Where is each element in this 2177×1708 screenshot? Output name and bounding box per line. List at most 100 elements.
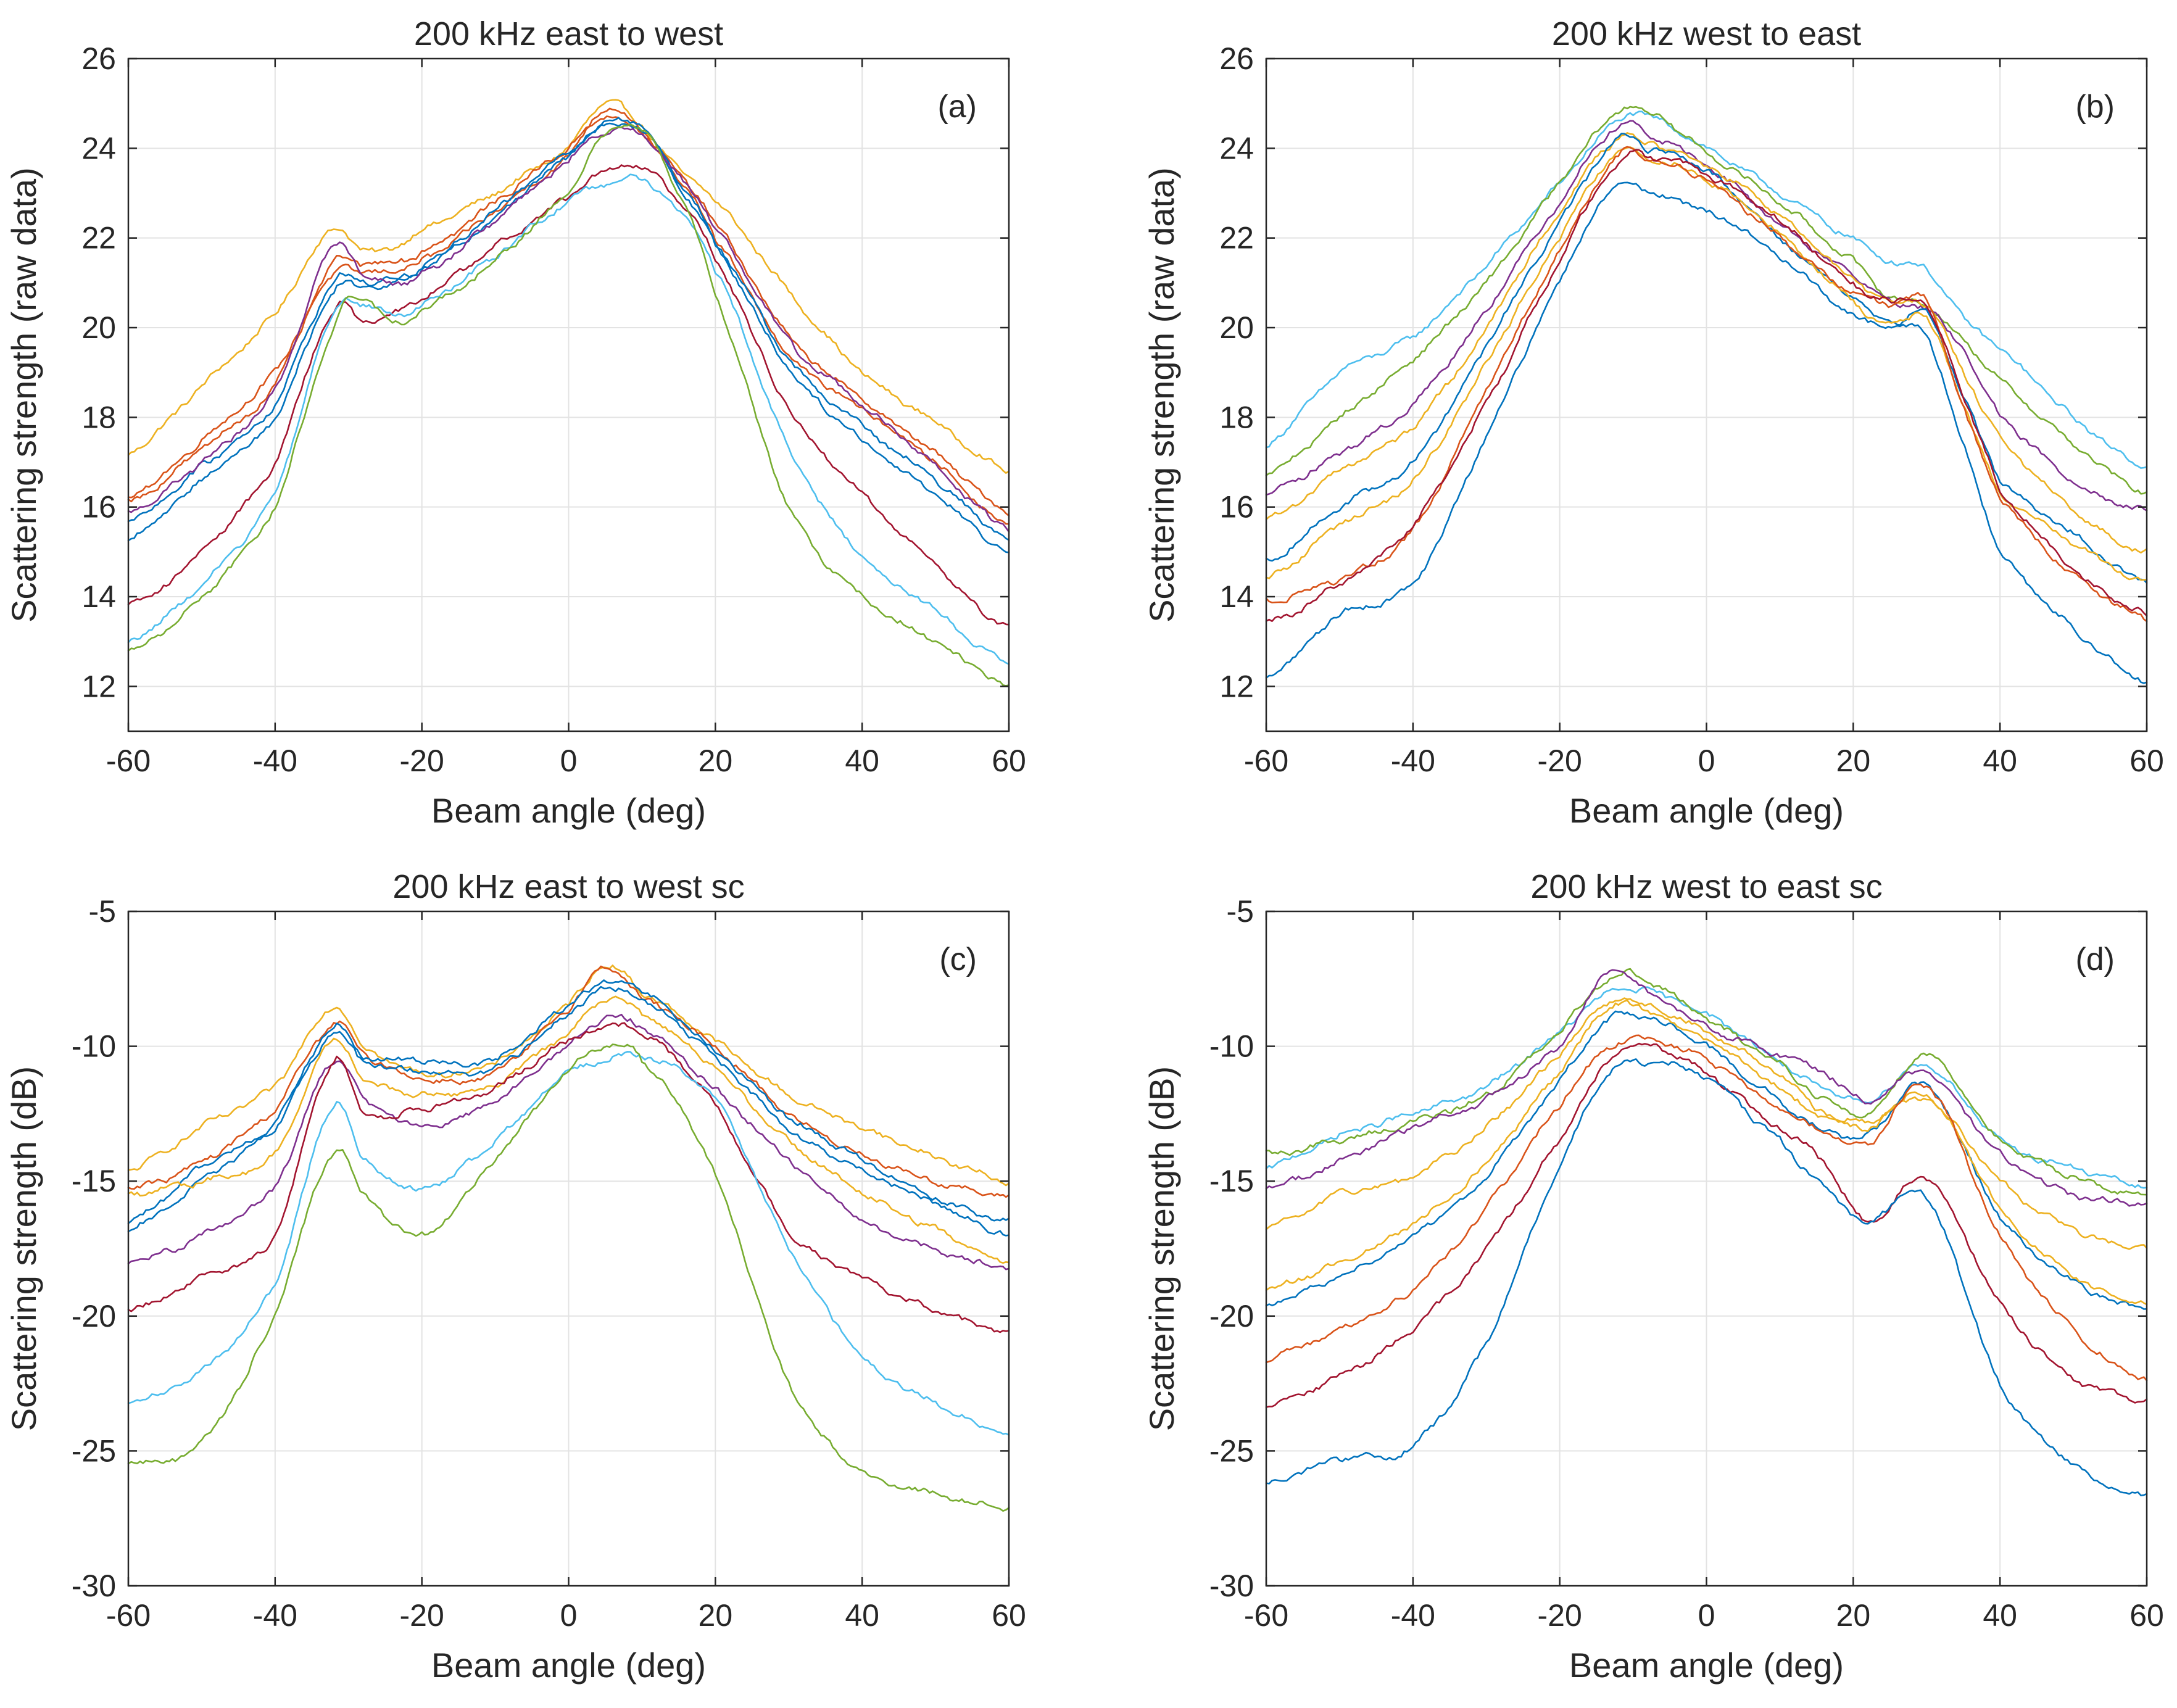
panel-label: (b) (2075, 89, 2115, 125)
x-tick-label: 60 (992, 1598, 1026, 1633)
y-tick-label: -5 (1227, 894, 1254, 929)
x-tick-label: 20 (699, 1598, 733, 1633)
series-line-s4 (1265, 132, 2148, 553)
series-line-s2 (1265, 106, 2148, 495)
x-tick-label: 60 (2129, 744, 2164, 778)
y-tick-label: 22 (81, 221, 116, 255)
x-tick-label: 40 (845, 1598, 879, 1633)
y-tick-label: 12 (1219, 669, 1254, 703)
series-line-s5 (127, 995, 1010, 1264)
y-tick-label: 24 (1219, 131, 1254, 165)
y-tick-label: 20 (81, 310, 116, 345)
series-line-s6 (127, 1013, 1010, 1271)
y-tick-label: -10 (72, 1029, 116, 1064)
x-tick-label: 20 (1836, 744, 1871, 778)
series-line-s1 (1265, 110, 2148, 469)
chart-title: 200 kHz east to west sc (392, 868, 744, 905)
series-line-s2 (1265, 968, 2148, 1196)
x-tick-label: 20 (1836, 1598, 1871, 1633)
series-line-s4 (127, 117, 1010, 553)
x-tick-label: -60 (1244, 744, 1288, 778)
y-axis-label: Scattering strength (dB) (4, 1066, 43, 1431)
y-tick-label: 24 (81, 131, 116, 165)
series-line-s4 (1265, 997, 2148, 1250)
x-tick-label: 0 (560, 744, 578, 778)
y-tick-label: 14 (81, 579, 116, 614)
y-tick-label: -25 (1209, 1433, 1254, 1468)
x-tick-label: -20 (1538, 1598, 1582, 1633)
series-line-s5 (1265, 1010, 2148, 1310)
y-tick-label: 12 (81, 669, 116, 703)
x-axis-label: Beam angle (deg) (1569, 1646, 1844, 1685)
x-tick-label: -40 (253, 1598, 297, 1633)
y-tick-label: -15 (72, 1164, 116, 1198)
series-line-s7 (127, 164, 1010, 626)
x-tick-label: 0 (1698, 744, 1715, 778)
y-tick-label: -5 (89, 894, 116, 929)
x-tick-label: -20 (400, 1598, 444, 1633)
series-line-s9 (1265, 1058, 2148, 1496)
series-line-s6 (1265, 999, 2148, 1306)
x-tick-label: -20 (400, 744, 444, 778)
x-tick-label: 40 (1983, 744, 2017, 778)
x-tick-label: 60 (2129, 1598, 2164, 1633)
y-tick-label: 18 (1219, 400, 1254, 434)
x-tick-label: -60 (106, 744, 151, 778)
series-line-s5 (1265, 133, 2148, 584)
x-axis-label: Beam angle (deg) (431, 791, 706, 830)
chart-title: 200 kHz west to east (1552, 15, 1861, 52)
y-tick-label: -30 (1209, 1569, 1254, 1603)
y-axis-label: Scattering strength (raw data) (1142, 167, 1181, 623)
y-tick-label: 18 (81, 400, 116, 434)
series-line-s9 (127, 123, 1010, 687)
x-tick-label: 40 (1983, 1598, 2017, 1633)
x-tick-label: 0 (1698, 1598, 1715, 1633)
x-tick-label: -40 (1391, 1598, 1435, 1633)
x-tick-label: 20 (699, 744, 733, 778)
x-tick-label: 60 (992, 744, 1026, 778)
panel-c: -60 -40 -20 0 20 40 60 -30 -25 -20 -15 -10 -5 200 kHz… (4, 868, 1026, 1685)
series-line-s6 (127, 126, 1010, 533)
series-line-s3 (127, 979, 1010, 1224)
series-line-s5 (127, 122, 1010, 542)
panel-label: (c) (939, 942, 977, 977)
series-line-s7 (127, 1022, 1010, 1333)
x-tick-label: -60 (1244, 1598, 1288, 1633)
x-tick-label: 0 (560, 1598, 578, 1633)
y-tick-label: 14 (1219, 579, 1254, 614)
y-axis-label: Scattering strength (raw data) (4, 167, 43, 623)
series-line-s2 (127, 965, 1010, 1198)
series-line-s9 (127, 1043, 1010, 1512)
y-tick-label: -30 (72, 1569, 116, 1603)
y-tick-label: -25 (72, 1433, 116, 1468)
series-line-s7 (1265, 1034, 2148, 1382)
panel-label: (d) (2075, 942, 2115, 977)
chart-title: 200 kHz east to west (414, 15, 723, 52)
x-tick-label: -60 (106, 1598, 151, 1633)
series-line-s8 (127, 1051, 1010, 1436)
panel-a: -60 -40 -20 0 20 40 60 12 14 16 18 20 22 24 26 200 kHz … (4, 15, 1026, 830)
x-tick-label: -20 (1538, 744, 1582, 778)
y-tick-label: -15 (1209, 1164, 1254, 1198)
y-tick-label: 16 (81, 490, 116, 524)
series-line-s9 (1265, 181, 2148, 684)
series-line-s8 (1265, 1042, 2148, 1408)
x-tick-label: -40 (253, 744, 297, 778)
y-tick-label: 16 (1219, 490, 1254, 524)
chart-title: 200 kHz west to east sc (1530, 868, 1882, 905)
x-tick-label: -40 (1391, 744, 1435, 778)
y-tick-label: 26 (1219, 41, 1254, 76)
y-tick-label: -10 (1209, 1029, 1254, 1064)
series-line-s1 (1265, 986, 2148, 1189)
x-axis-label: Beam angle (deg) (431, 1646, 706, 1685)
x-axis-label: Beam angle (deg) (1569, 791, 1844, 830)
series-line-s3 (127, 115, 1010, 525)
panel-label: (a) (937, 89, 977, 125)
series-line-s4 (127, 985, 1010, 1237)
y-tick-label: -20 (1209, 1299, 1254, 1333)
y-tick-label: 20 (1219, 310, 1254, 345)
y-tick-label: 22 (1219, 221, 1254, 255)
y-axis-label: Scattering strength (dB) (1142, 1066, 1181, 1431)
panel-d: -60 -40 -20 0 20 40 60 -30 -25 -20 -15 -10 -5 200 kHz… (1142, 868, 2164, 1685)
